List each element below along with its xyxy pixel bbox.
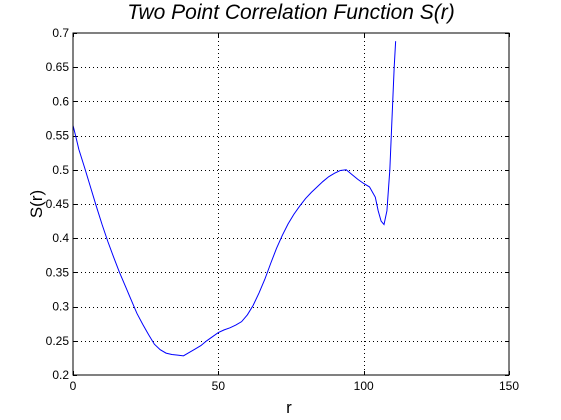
series-layer <box>72 41 397 357</box>
grid-layer <box>73 33 509 375</box>
y-tick-label: 0.5 <box>52 163 69 177</box>
y-tick-label: 0.4 <box>52 231 69 245</box>
x-axis-label: r <box>286 398 292 417</box>
plot-area <box>72 32 510 376</box>
x-tick-label: 150 <box>499 379 519 393</box>
series-line <box>72 41 397 357</box>
y-tick-label: 0.55 <box>46 129 70 143</box>
y-tick-label: 0.3 <box>52 300 69 314</box>
x-tick-label: 50 <box>212 379 226 393</box>
x-tick-label: 0 <box>70 379 77 393</box>
y-tick-label: 0.6 <box>52 94 69 108</box>
y-axis-label: S(r) <box>27 190 46 218</box>
chart-title: Two Point Correlation Function S(r) <box>127 1 455 24</box>
y-tick-label: 0.35 <box>46 265 70 279</box>
y-tick-label: 0.7 <box>52 26 69 40</box>
x-tick-label: 100 <box>354 379 374 393</box>
plot-frame <box>72 32 510 376</box>
y-tick-label: 0.65 <box>46 60 70 74</box>
y-tick-label: 0.25 <box>46 334 70 348</box>
y-tick-label: 0.45 <box>46 197 70 211</box>
tick-layer: 0 50 100 150 0.2 0.25 0.3 0.35 0.4 0.45 0.5 0.55 0.6… <box>46 26 520 393</box>
y-tick-label: 0.2 <box>52 368 69 382</box>
